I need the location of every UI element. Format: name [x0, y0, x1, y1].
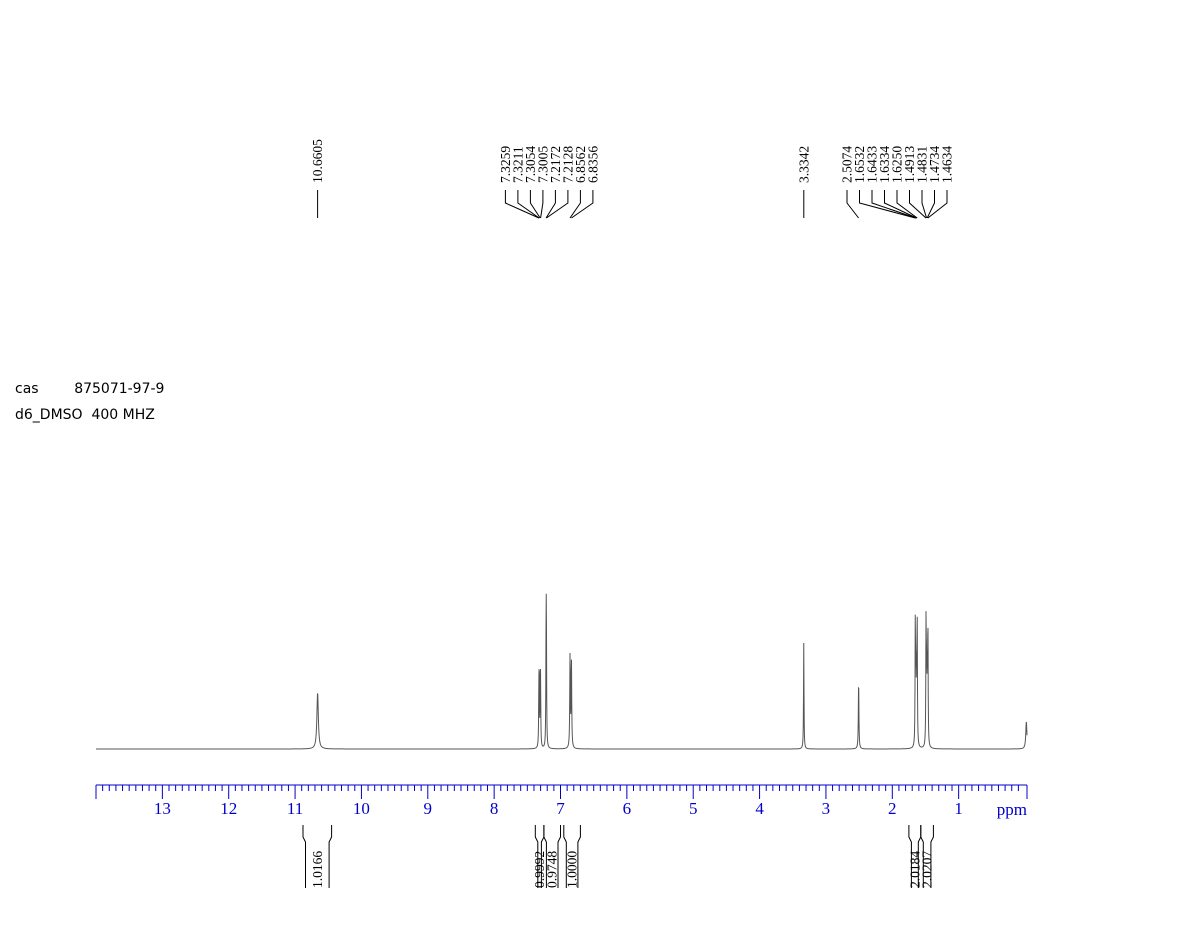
peak-label: 6.8562: [573, 146, 588, 183]
x-tick-label: 6: [623, 799, 632, 818]
peak-labels-layer: 10.6605 7.32597.32117.30547.30057.21727.2…: [310, 139, 955, 219]
peak-label: 7.2172: [548, 146, 563, 183]
x-axis: 13 12 11 10 9 8 7 6 5 4 3 2 1 ppm: [95, 784, 1028, 819]
peak-label-leader: [927, 190, 948, 219]
x-tick-label: 7: [556, 799, 565, 818]
peak-label: 7.3211: [510, 146, 525, 183]
x-tick-label: 12: [220, 799, 237, 818]
x-tick-label: 2: [888, 799, 897, 818]
spectrum-layer: [96, 593, 1028, 750]
peak-label: 1.6532: [852, 146, 867, 183]
x-axis-unit-label: ppm: [997, 800, 1027, 819]
peak-label: 6.8356: [585, 146, 600, 183]
integral-value: 2.0184: [907, 851, 922, 888]
peak-label-leader: [884, 190, 917, 219]
peak-label-leader: [846, 190, 859, 219]
peak-label-leader: [545, 190, 556, 219]
peak-label: 7.2128: [560, 146, 575, 183]
peak-label-leader: [529, 190, 541, 219]
peak-label-leader: [540, 190, 544, 219]
integral-value: 0.9748: [545, 851, 560, 888]
integral-bracket: [920, 825, 934, 888]
peak-label: 7.3054: [523, 146, 538, 183]
x-tick-label: 11: [287, 799, 303, 818]
x-tick-label: 1: [954, 799, 963, 818]
integral-bracket: [563, 825, 581, 888]
peak-label-leader: [871, 190, 917, 219]
peak-label-leader: [546, 190, 569, 219]
peak-label: 3.3342: [796, 146, 811, 183]
integral-bracket: [543, 825, 561, 888]
integral-value: 1.0000: [565, 851, 580, 888]
peak-label-leader: [569, 190, 581, 219]
peak-label-leader: [504, 190, 540, 219]
integral-value: 2.0207: [920, 851, 935, 888]
peak-label-leader: [896, 190, 918, 219]
solvent-label: d6_DMSO: [15, 407, 83, 423]
peak-label-leader: [921, 190, 928, 219]
integral-value: 0.9992: [532, 851, 547, 888]
solvent-info: d6_DMSO 400 MHZ: [15, 407, 155, 423]
x-tick-label: 5: [689, 799, 698, 818]
peak-label: 10.6605: [310, 139, 325, 183]
peak-label: 2.5074: [840, 146, 855, 183]
cas-label: cas: [15, 381, 39, 397]
peak-label-leader: [859, 190, 916, 219]
cas-number: 875071-97-9: [74, 381, 165, 397]
peak-label: 7.3259: [498, 146, 513, 183]
peak-label-leader: [926, 190, 935, 219]
peak-label-leader: [909, 190, 927, 219]
peak-label: 1.4634: [940, 146, 955, 183]
x-tick-label: 3: [822, 799, 831, 818]
integral-value: 1.0166: [310, 851, 325, 888]
peak-label: 7.3005: [535, 146, 550, 183]
peak-label: 1.6250: [890, 146, 905, 183]
frequency-label: 400 MHZ: [91, 407, 155, 423]
peak-label: 1.4831: [915, 146, 930, 183]
peak-label-leader: [571, 190, 594, 219]
x-tick-label: 13: [154, 799, 171, 818]
cas-info: cas 875071-97-9: [15, 381, 164, 397]
x-tick-label: 4: [755, 799, 764, 818]
spectrum-trace: [96, 593, 1028, 750]
peak-label: 1.6334: [877, 146, 892, 183]
peak-label: 1.4734: [927, 146, 942, 183]
x-tick-label: 9: [424, 799, 433, 818]
peak-label: 1.6433: [865, 146, 880, 183]
peak-label-leader: [517, 190, 540, 219]
x-tick-label: 8: [490, 799, 499, 818]
x-tick-label: 10: [353, 799, 370, 818]
integral-bracket: [302, 825, 333, 888]
peak-label: 1.4913: [902, 146, 917, 183]
